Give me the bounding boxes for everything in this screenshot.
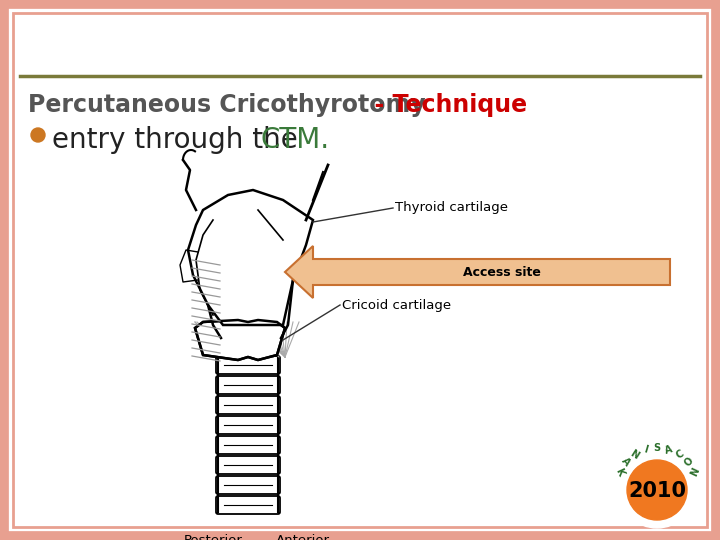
Text: 2010: 2010 [628,481,686,501]
Text: Cricoid cartilage: Cricoid cartilage [342,299,451,312]
Text: entry through the: entry through the [52,126,307,154]
Text: Percutaneous Cricothyrotomy: Percutaneous Cricothyrotomy [28,93,426,117]
Polygon shape [188,190,313,325]
Text: O: O [682,456,695,469]
Text: A: A [664,444,674,456]
Circle shape [627,460,687,520]
FancyBboxPatch shape [216,356,280,374]
FancyBboxPatch shape [216,396,280,414]
FancyBboxPatch shape [216,436,280,454]
FancyBboxPatch shape [216,456,280,474]
FancyBboxPatch shape [4,4,716,536]
FancyBboxPatch shape [216,416,280,434]
Text: I: I [642,444,648,455]
Text: - Technique: - Technique [358,93,527,117]
Text: CTM.: CTM. [260,126,329,154]
Text: N: N [689,467,701,478]
Text: Thyroid cartilage: Thyroid cartilage [395,201,508,214]
Text: A: A [619,456,631,468]
Circle shape [31,128,45,142]
FancyBboxPatch shape [216,476,280,494]
FancyBboxPatch shape [216,376,280,394]
Text: N: N [629,448,641,461]
FancyBboxPatch shape [216,496,280,514]
Text: Access site: Access site [462,266,541,279]
Text: K: K [613,467,625,478]
Polygon shape [195,320,285,360]
Text: C: C [674,448,685,461]
Text: S: S [654,443,660,453]
Text: Posterior: Posterior [184,534,243,540]
Polygon shape [285,246,670,298]
Circle shape [619,452,695,528]
Text: Anterior: Anterior [276,534,330,540]
